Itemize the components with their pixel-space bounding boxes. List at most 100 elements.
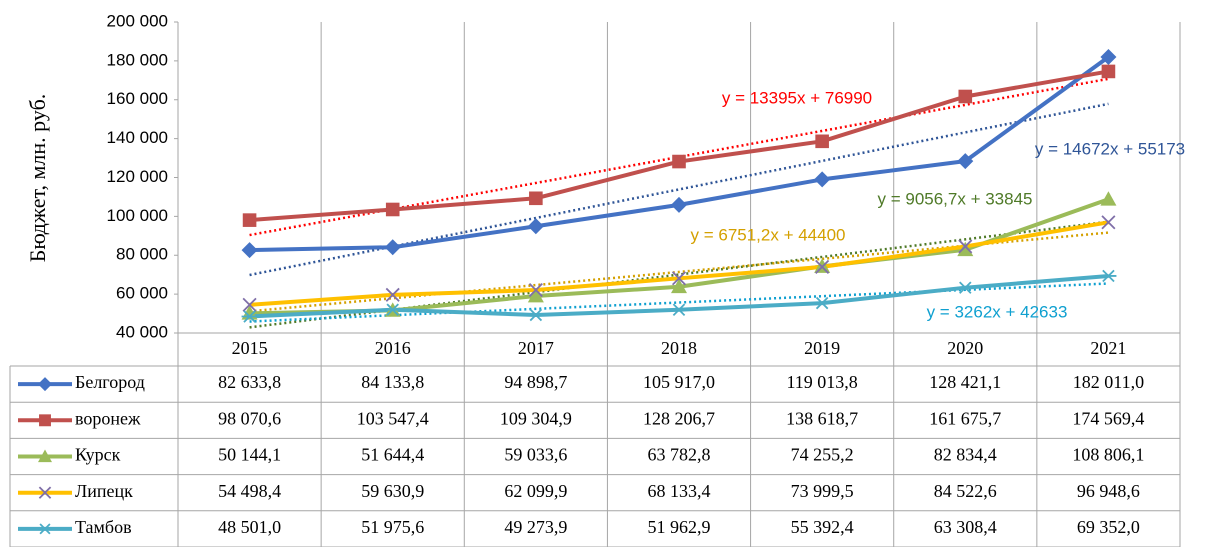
legend-label: Тамбов	[75, 517, 132, 537]
table-value: 105 917,0	[643, 372, 715, 392]
table-value: 128 421,1	[929, 372, 1001, 392]
marker	[242, 297, 257, 312]
table-value: 94 898,7	[504, 372, 567, 392]
table-value: 174 569,4	[1072, 408, 1144, 428]
marker	[384, 303, 401, 316]
table-value: 84 133,8	[361, 372, 424, 392]
table-value: 119 013,8	[786, 372, 857, 392]
marker	[1100, 191, 1117, 206]
y-tick-label: 160 000	[107, 89, 168, 108]
y-tick-label: 80 000	[116, 245, 168, 264]
x-tick-label: 2015	[232, 338, 268, 358]
table-value: 51 644,4	[361, 445, 424, 465]
x-tick-label: 2017	[518, 338, 554, 358]
trendline	[249, 282, 1109, 323]
legend-label: Белгород	[75, 372, 145, 392]
marker	[957, 153, 974, 170]
marker	[957, 281, 974, 294]
legend-label: Курск	[75, 445, 121, 465]
marker	[957, 241, 974, 257]
table-value: 108 806,1	[1072, 445, 1144, 465]
table-value: 82 834,4	[934, 445, 997, 465]
legend-label: воронеж	[75, 408, 141, 428]
marker	[527, 308, 544, 322]
x-tick-label: 2020	[947, 338, 983, 358]
marker	[39, 414, 51, 427]
marker	[671, 278, 687, 294]
y-tick-label: 120 000	[107, 167, 168, 186]
marker	[529, 191, 543, 206]
table-value: 109 304,9	[500, 408, 572, 428]
y-tick-label: 60 000	[116, 284, 168, 303]
table-value: 128 206,7	[643, 408, 715, 428]
table-value: 73 999,5	[791, 481, 854, 501]
table-value: 63 308,4	[934, 517, 997, 537]
table-value: 59 630,9	[361, 481, 424, 501]
table-value: 82 633,8	[218, 372, 281, 392]
marker	[814, 296, 831, 310]
table-value: 98 070,6	[218, 408, 281, 428]
marker	[385, 202, 400, 217]
marker	[527, 288, 544, 303]
y-tick-label: 180 000	[107, 50, 168, 69]
marker	[38, 486, 52, 499]
table-value: 63 782,8	[648, 445, 711, 465]
marker	[527, 218, 544, 235]
table-value: 51 962,9	[648, 517, 711, 537]
table-value: 50 144,1	[218, 445, 281, 465]
y-tick-label: 140 000	[107, 128, 168, 147]
marker	[814, 258, 831, 273]
table-value: 49 273,9	[504, 517, 567, 537]
table-value: 54 498,4	[218, 481, 281, 501]
table-value: 51 975,6	[361, 517, 424, 537]
table-value: 74 255,2	[791, 445, 854, 465]
table-value: 161 675,7	[929, 408, 1001, 428]
marker	[814, 171, 831, 188]
marker	[241, 242, 258, 259]
marker	[384, 239, 401, 256]
marker	[815, 134, 829, 149]
marker	[1100, 48, 1117, 65]
trendline-label: y = 13395x + 76990	[722, 88, 872, 107]
table-value: 182 011,0	[1073, 372, 1144, 392]
trendline	[249, 231, 1109, 313]
marker	[242, 213, 257, 227]
x-tick-label: 2016	[375, 338, 411, 358]
marker	[241, 310, 258, 323]
marker	[815, 259, 830, 274]
table-value: 96 948,6	[1077, 481, 1140, 501]
table-value: 48 501,0	[218, 517, 281, 537]
x-tick-label: 2019	[804, 338, 840, 358]
x-tick-label: 2021	[1090, 338, 1126, 358]
trendline-label: y = 3262x + 42633	[927, 302, 1068, 321]
marker	[672, 154, 686, 169]
marker	[1100, 269, 1117, 283]
marker	[38, 523, 52, 535]
marker	[528, 283, 543, 298]
y-axis-label: Бюджет, млн. руб.	[25, 94, 50, 263]
legend-label: Липецк	[75, 481, 133, 501]
table-value: 55 392,4	[791, 517, 854, 537]
marker	[958, 239, 973, 254]
y-tick-label: 200 000	[107, 11, 168, 30]
y-tick-label: 40 000	[116, 322, 168, 341]
table-value: 59 033,6	[504, 445, 567, 465]
table-value: 103 547,4	[357, 408, 429, 428]
marker	[1101, 64, 1116, 79]
trendline	[249, 220, 1109, 329]
table-value: 138 618,7	[786, 408, 858, 428]
table-value: 68 133,4	[648, 481, 711, 501]
marker	[671, 303, 687, 316]
marker	[38, 377, 52, 392]
table-value: 62 099,9	[504, 481, 567, 501]
marker	[671, 271, 687, 286]
marker	[671, 196, 687, 213]
table-value: 84 522,6	[934, 481, 997, 501]
table-value: 69 352,0	[1077, 517, 1140, 537]
x-tick-label: 2018	[661, 338, 697, 358]
marker	[1101, 215, 1116, 230]
trendline-label: y = 14672x + 55173	[1035, 139, 1185, 158]
trendline-label: y = 6751,2x + 44400	[690, 225, 845, 244]
y-tick-label: 100 000	[107, 206, 168, 225]
